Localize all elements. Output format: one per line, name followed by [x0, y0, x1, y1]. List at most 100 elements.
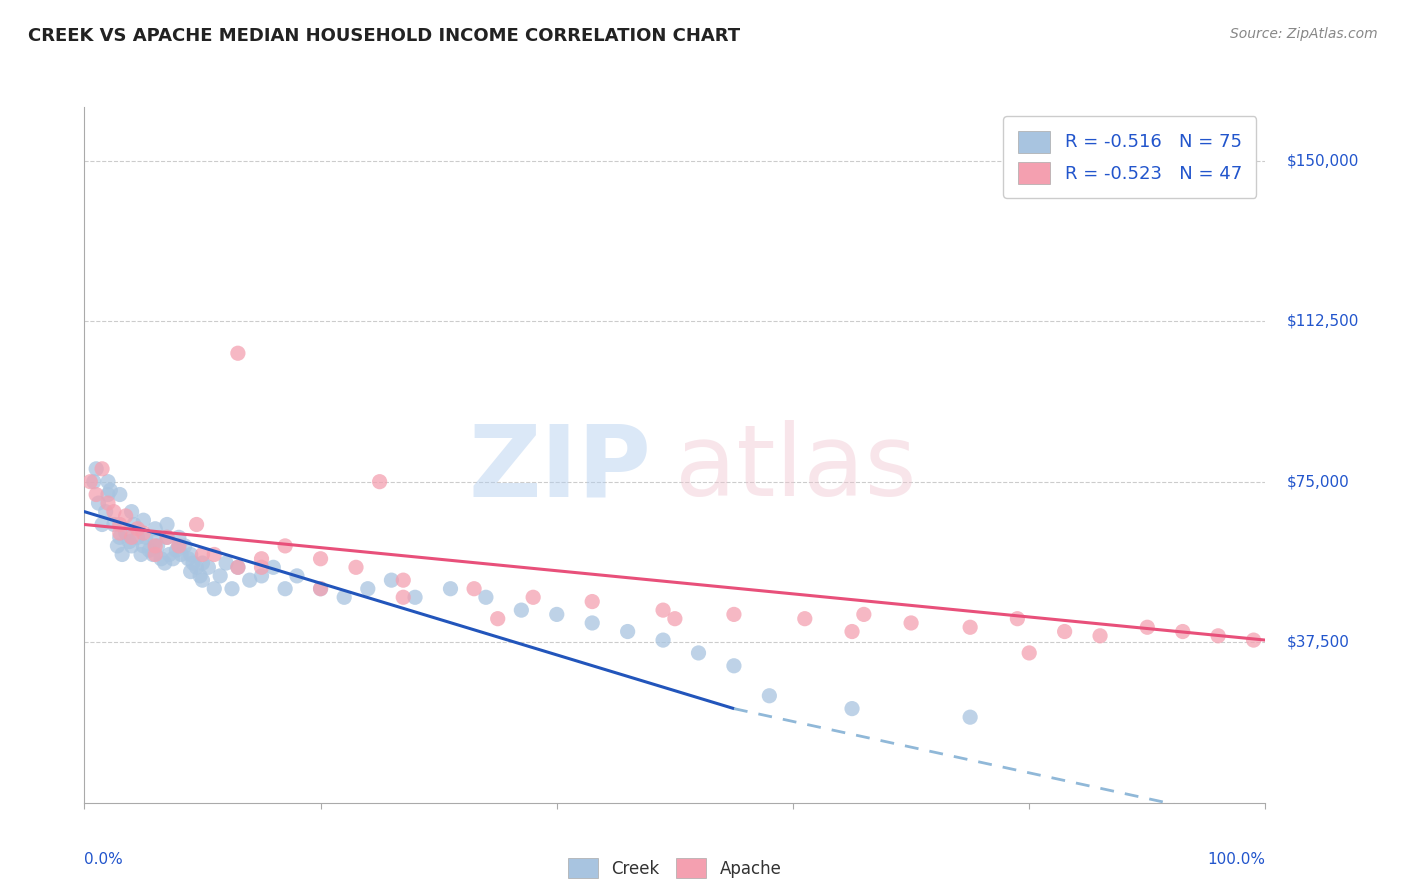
Point	[97, 487, 120, 501]
Point	[226, 346, 249, 360]
Point	[173, 539, 195, 553]
Text: 100.0%: 100.0%	[1208, 852, 1265, 866]
Point	[197, 560, 219, 574]
Point	[510, 603, 533, 617]
Point	[167, 530, 190, 544]
Point	[191, 556, 214, 570]
Point	[118, 534, 141, 549]
Point	[664, 612, 686, 626]
Point	[107, 539, 129, 553]
Point	[652, 603, 675, 617]
Point	[129, 548, 152, 562]
Point	[1018, 646, 1040, 660]
Point	[114, 508, 136, 523]
Point	[91, 462, 114, 476]
Point	[127, 522, 149, 536]
Point	[143, 539, 166, 553]
Point	[91, 517, 114, 532]
Point	[250, 560, 273, 574]
Point	[97, 475, 120, 489]
Point	[132, 539, 155, 553]
Point	[121, 530, 143, 544]
Point	[167, 539, 190, 553]
Point	[186, 517, 208, 532]
Point	[84, 462, 107, 476]
Point	[392, 591, 415, 605]
Text: atlas: atlas	[675, 420, 917, 517]
Text: Source: ZipAtlas.com: Source: ZipAtlas.com	[1230, 27, 1378, 41]
Point	[274, 582, 297, 596]
Point	[188, 569, 211, 583]
Point	[221, 582, 243, 596]
Point	[127, 530, 149, 544]
Point	[309, 582, 332, 596]
Point	[239, 573, 262, 587]
Point	[79, 475, 101, 489]
Point	[84, 487, 107, 501]
Point	[180, 565, 202, 579]
Point	[121, 539, 143, 553]
Text: $37,500: $37,500	[1286, 635, 1350, 649]
Point	[368, 475, 391, 489]
Point	[723, 607, 745, 622]
Point	[1053, 624, 1076, 639]
Point	[1171, 624, 1194, 639]
Text: CREEK VS APACHE MEDIAN HOUSEHOLD INCOME CORRELATION CHART: CREEK VS APACHE MEDIAN HOUSEHOLD INCOME …	[28, 27, 740, 45]
Legend: Creek, Apache: Creek, Apache	[561, 851, 789, 885]
Point	[900, 615, 922, 630]
Point	[688, 646, 710, 660]
Point	[103, 517, 125, 532]
Point	[226, 560, 249, 574]
Point	[87, 496, 110, 510]
Point	[1136, 620, 1159, 634]
Point	[135, 530, 157, 544]
Point	[309, 582, 332, 596]
Point	[114, 526, 136, 541]
Point	[186, 560, 208, 574]
Point	[841, 624, 863, 639]
Point	[153, 556, 176, 570]
Point	[404, 591, 426, 605]
Point	[758, 689, 780, 703]
Point	[392, 573, 415, 587]
Point	[250, 569, 273, 583]
Point	[108, 526, 131, 541]
Point	[309, 551, 332, 566]
Point	[475, 591, 498, 605]
Point	[103, 505, 125, 519]
Point	[852, 607, 875, 622]
Point	[156, 517, 179, 532]
Point	[143, 548, 166, 562]
Point	[1007, 612, 1029, 626]
Point	[581, 594, 603, 608]
Point	[380, 573, 402, 587]
Point	[616, 624, 638, 639]
Point	[138, 543, 160, 558]
Text: 0.0%: 0.0%	[84, 852, 124, 866]
Point	[723, 658, 745, 673]
Point	[97, 496, 120, 510]
Point	[463, 582, 485, 596]
Point	[344, 560, 367, 574]
Text: ZIP: ZIP	[468, 420, 651, 517]
Point	[202, 548, 225, 562]
Point	[146, 539, 169, 553]
Point	[162, 551, 184, 566]
Point	[274, 539, 297, 553]
Point	[522, 591, 544, 605]
Point	[793, 612, 815, 626]
Point	[157, 548, 180, 562]
Point	[108, 487, 131, 501]
Point	[652, 633, 675, 648]
Point	[226, 560, 249, 574]
Point	[121, 505, 143, 519]
Point	[191, 548, 214, 562]
Point	[142, 548, 165, 562]
Point	[209, 569, 232, 583]
Point	[357, 582, 380, 596]
Text: $150,000: $150,000	[1286, 153, 1358, 168]
Point	[177, 551, 200, 566]
Point	[1088, 629, 1111, 643]
Point	[191, 573, 214, 587]
Point	[167, 539, 190, 553]
